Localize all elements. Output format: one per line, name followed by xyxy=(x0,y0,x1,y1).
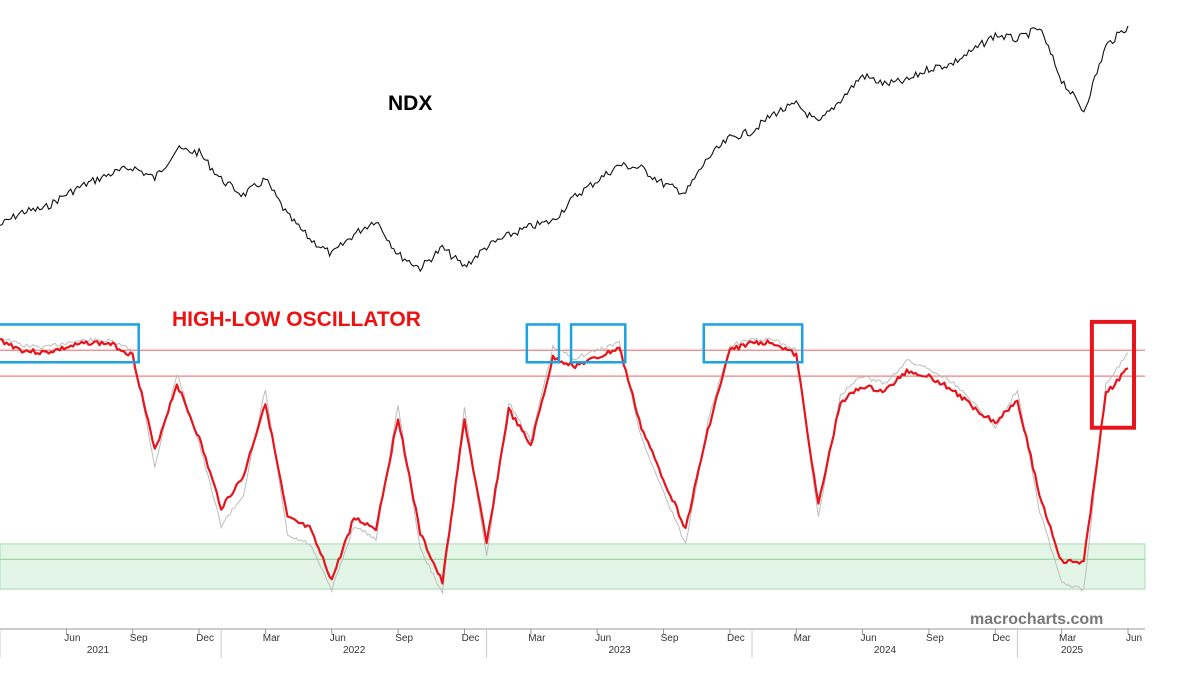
x-tick-label: Mar xyxy=(263,633,281,644)
annotation-boxes xyxy=(0,319,1136,430)
oscillator-line xyxy=(0,338,1129,585)
year-label: 2021 xyxy=(87,645,110,656)
year-label: 2025 xyxy=(1061,645,1084,656)
ndx-series-group xyxy=(0,25,1129,273)
oversold-zone xyxy=(0,543,1146,590)
watermark: macrocharts.com xyxy=(970,611,1103,628)
ndx-label: NDX xyxy=(388,92,432,115)
highlight-box-0 xyxy=(0,323,140,364)
oscillator-label: HIGH-LOW OSCILLATOR xyxy=(172,308,421,331)
highlight-box-2 xyxy=(569,323,627,364)
x-tick-label: Jun xyxy=(595,633,611,644)
x-tick-label: Mar xyxy=(528,633,546,644)
ndx-line xyxy=(0,25,1129,273)
x-tick-label: Sep xyxy=(395,633,413,644)
x-tick-label: Dec xyxy=(992,633,1010,644)
x-tick-label: Jun xyxy=(1126,633,1142,644)
x-tick-label: Dec xyxy=(462,633,480,644)
oscillator-series-group xyxy=(0,338,1129,585)
x-tick-label: Jun xyxy=(861,633,877,644)
x-tick-label: Sep xyxy=(926,633,944,644)
x-tick-label: Sep xyxy=(130,633,148,644)
highlight-box-1 xyxy=(525,323,561,364)
year-label: 2024 xyxy=(874,645,897,656)
x-tick-label: Jun xyxy=(330,633,346,644)
x-tick-label: Mar xyxy=(794,633,812,644)
x-tick-label: Sep xyxy=(661,633,679,644)
highlight-box-3 xyxy=(702,323,804,364)
year-label: 2023 xyxy=(608,645,631,656)
year-label: 2022 xyxy=(343,645,366,656)
x-tick-label: Mar xyxy=(1059,633,1077,644)
x-tick-label: Dec xyxy=(727,633,745,644)
current-highlight-box xyxy=(1089,319,1136,430)
x-tick-label: Dec xyxy=(196,633,214,644)
x-tick-label: Jun xyxy=(64,633,80,644)
oscillator-zones xyxy=(0,349,1146,590)
x-axis-ticks: Jun Sep Dec Mar Jun Sep Dec Mar Jun Sep Dec Mar Jun S… xyxy=(0,629,1142,658)
